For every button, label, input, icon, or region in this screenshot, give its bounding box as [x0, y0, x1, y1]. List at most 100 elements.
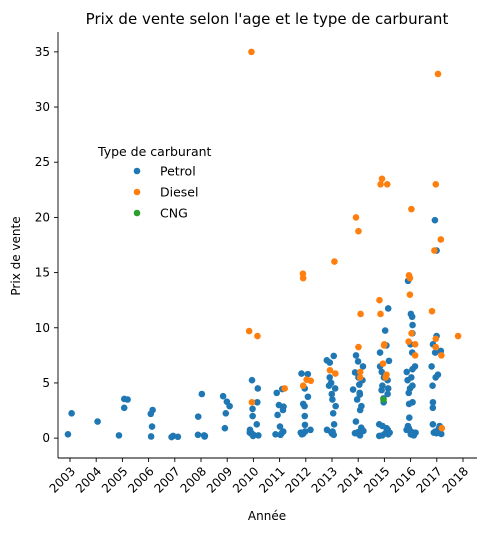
data-point: [326, 359, 334, 366]
data-point: [431, 349, 439, 356]
chart-title: Prix de vente selon l'age et le type de …: [86, 10, 449, 28]
data-point: [403, 368, 411, 376]
data-point: [406, 291, 414, 298]
data-point: [382, 374, 390, 381]
x-tick-label: 2009: [204, 464, 235, 495]
data-point: [64, 430, 72, 438]
data-point: [384, 305, 392, 312]
data-point: [298, 370, 305, 377]
x-tick-label: 2010: [230, 464, 261, 495]
data-point: [304, 370, 312, 378]
data-point: [378, 386, 385, 394]
data-point: [307, 377, 315, 385]
x-tick-label: 2008: [178, 464, 209, 495]
data-point: [377, 310, 384, 318]
data-point: [325, 382, 333, 390]
data-point: [429, 421, 437, 428]
data-point: [408, 313, 416, 321]
data-point: [351, 369, 359, 376]
data-point: [408, 205, 415, 213]
y-tick-label: 0: [42, 431, 50, 445]
data-point: [429, 398, 437, 406]
data-point: [384, 390, 391, 398]
data-point: [404, 376, 411, 384]
data-point: [352, 214, 360, 221]
data-point: [253, 421, 261, 428]
legend-title: Type de carburant: [97, 144, 212, 159]
data-point: [168, 433, 175, 441]
data-point: [383, 181, 391, 188]
data-point: [245, 327, 253, 335]
x-tick-label: 2016: [387, 464, 418, 495]
data-point: [330, 352, 338, 360]
x-tick-label: 2013: [309, 464, 340, 495]
data-point: [376, 349, 384, 356]
data-point: [198, 390, 206, 398]
data-point: [120, 404, 128, 412]
data-point: [120, 395, 128, 403]
x-tick-label: 2005: [99, 464, 130, 495]
data-point: [437, 236, 445, 243]
data-point: [385, 357, 393, 365]
data-point: [431, 247, 438, 254]
data-point: [174, 433, 182, 441]
x-tick-label: 2003: [47, 464, 78, 495]
data-point: [254, 332, 261, 340]
data-point: [377, 181, 384, 188]
data-point: [376, 296, 383, 304]
data-point: [332, 370, 339, 377]
data-point: [249, 432, 257, 440]
y-tick-label: 35: [35, 45, 50, 59]
data-point: [411, 352, 419, 359]
data-point: [438, 352, 445, 359]
data-point: [354, 358, 362, 365]
data-point: [221, 424, 229, 432]
data-point: [434, 70, 442, 78]
data-point: [432, 335, 440, 343]
data-point: [298, 430, 306, 438]
legend: Type de carburant Petrol Diesel CNG: [97, 144, 212, 221]
data-point: [276, 423, 284, 430]
data-point: [273, 389, 281, 397]
data-point: [147, 433, 155, 440]
x-tick-label: 2015: [361, 464, 392, 495]
data-point: [375, 432, 383, 440]
data-point: [378, 175, 386, 183]
data-point: [194, 413, 202, 420]
data-point: [331, 258, 338, 265]
data-point: [248, 376, 256, 384]
data-point: [355, 343, 362, 351]
data-point: [329, 410, 337, 417]
data-point: [226, 402, 233, 410]
data-point: [428, 363, 435, 370]
data-point: [329, 396, 336, 403]
legend-label-cng: CNG: [160, 206, 188, 221]
data-point: [405, 389, 413, 397]
data-point: [381, 327, 389, 334]
data-point: [384, 430, 392, 438]
data-point: [353, 396, 361, 403]
x-tick-label: 2011: [256, 464, 287, 495]
legend-marker-petrol: [133, 167, 141, 175]
data-point: [254, 385, 262, 392]
legend-marker-cng: [133, 209, 141, 217]
legend-label-diesel: Diesel: [160, 185, 198, 200]
data-point: [380, 342, 388, 349]
data-point: [279, 406, 287, 414]
data-point: [431, 216, 439, 224]
data-point: [148, 423, 156, 430]
data-point: [437, 430, 445, 438]
data-point: [301, 412, 309, 420]
x-axis: 2003200420052006200720082009201020112012…: [47, 457, 477, 496]
x-axis-label: Année: [248, 509, 286, 523]
y-axis-label: Prix de vente: [9, 216, 23, 295]
data-point: [201, 433, 208, 440]
data-point: [438, 424, 446, 432]
data-point: [356, 432, 364, 439]
x-tick-label: 2018: [440, 464, 471, 495]
data-point: [332, 402, 339, 410]
y-tick-label: 5: [42, 376, 50, 390]
data-point: [330, 421, 338, 428]
